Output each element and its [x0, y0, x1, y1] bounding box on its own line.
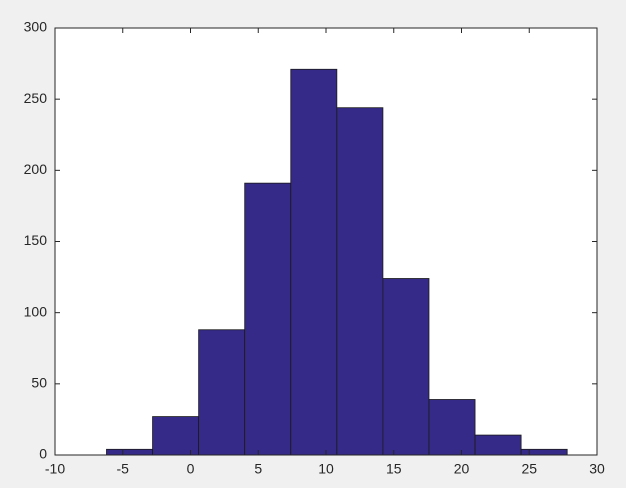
x-tick-label: 15 [386, 461, 402, 477]
x-tick-label: 10 [318, 461, 334, 477]
y-tick-label: 100 [24, 303, 48, 319]
x-tick-label: 20 [454, 461, 470, 477]
y-tick-label: 200 [24, 161, 48, 177]
bar [428, 399, 476, 456]
bar [520, 448, 568, 456]
bar [382, 278, 430, 456]
bar [106, 448, 153, 456]
y-tick-label: 50 [31, 375, 47, 391]
bar [474, 434, 522, 456]
y-tick-label: 150 [24, 232, 48, 248]
x-tick-label: 25 [521, 461, 537, 477]
bar [336, 107, 384, 456]
y-tick-label: 250 [24, 90, 48, 106]
bar [290, 68, 338, 456]
x-tick-label: -10 [45, 461, 65, 477]
x-tick-label: 30 [589, 461, 605, 477]
bar [198, 329, 246, 456]
x-tick-label: -5 [117, 461, 130, 477]
x-tick-label: 5 [254, 461, 262, 477]
y-tick-label: 300 [24, 19, 48, 35]
bar [152, 416, 200, 456]
bar [244, 182, 292, 456]
y-tick-label: 0 [39, 446, 47, 462]
x-tick-label: 0 [187, 461, 195, 477]
